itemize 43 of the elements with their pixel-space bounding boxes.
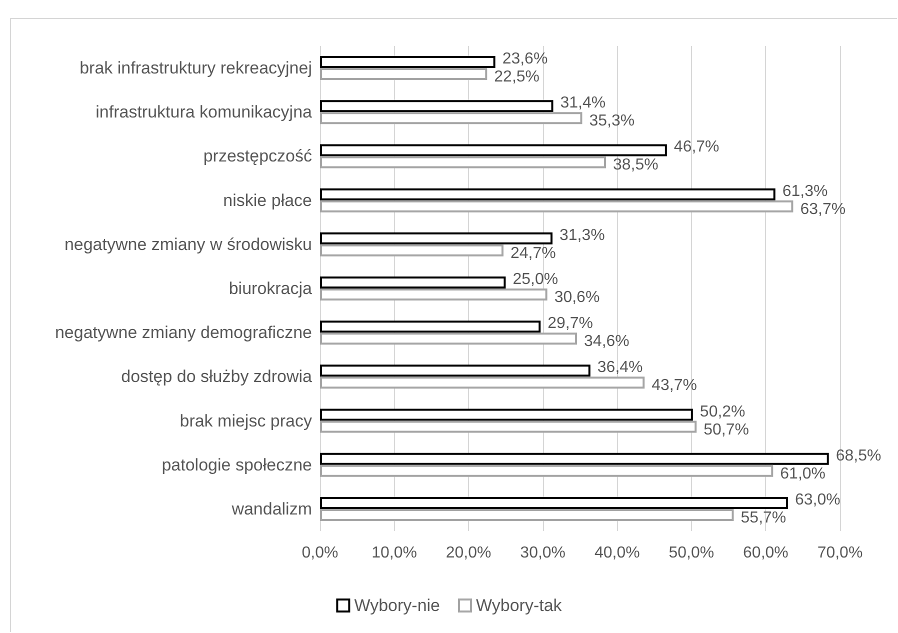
- data-label: 50,7%: [704, 421, 750, 438]
- y-tick-label: niskie płace: [223, 190, 312, 210]
- data-label: 23,6%: [502, 50, 548, 68]
- data-label: 46,7%: [674, 138, 720, 156]
- y-tick-label: biurokracja: [228, 279, 313, 298]
- data-label: 30,6%: [554, 289, 600, 306]
- data-label: 43,7%: [652, 377, 698, 394]
- y-tick-label: brak infrastruktury rekreacyjnej: [80, 58, 312, 78]
- data-label: 68,5%: [836, 447, 882, 464]
- x-tick-label: 10,0%: [372, 544, 417, 562]
- data-label: 63,7%: [800, 200, 846, 218]
- x-tick-label: 70,0%: [817, 544, 863, 562]
- legend-label: Wybory-tak: [476, 596, 562, 615]
- y-tick-label: wandalizm: [230, 499, 312, 518]
- legend-label: Wybory-nie: [354, 596, 440, 615]
- x-tick-label: 0,0%: [302, 544, 338, 562]
- data-label: 34,6%: [584, 333, 630, 350]
- x-tick-label: 20,0%: [446, 544, 492, 562]
- y-tick-label: patologie społeczne: [162, 455, 312, 474]
- data-label: 50,2%: [700, 403, 746, 420]
- data-label: 25,0%: [512, 271, 558, 288]
- x-tick-label: 40,0%: [594, 544, 640, 562]
- data-label: 35,3%: [589, 112, 635, 130]
- x-tick-label: 30,0%: [520, 544, 566, 562]
- data-label: 29,7%: [548, 315, 594, 332]
- data-label: 36,4%: [597, 359, 643, 376]
- y-tick-label: negatywne zmiany demograficzne: [54, 323, 312, 342]
- data-label: 24,7%: [510, 244, 556, 262]
- y-tick-label: przestępczość: [203, 146, 312, 166]
- y-tick-label: negatywne zmiany w środowisku: [64, 234, 312, 254]
- y-tick-label: dostęp do służby zdrowia: [121, 367, 313, 386]
- data-label: 61,3%: [782, 182, 828, 200]
- data-label: 55,7%: [740, 509, 786, 526]
- data-label: 61,0%: [780, 465, 826, 482]
- y-tick-label: infrastruktura komunikacyjna: [96, 102, 313, 122]
- data-label: 63,0%: [795, 491, 840, 508]
- x-tick-label: 50,0%: [668, 544, 714, 562]
- data-label: 38,5%: [613, 156, 658, 174]
- x-tick-label: 60,0%: [743, 544, 788, 562]
- data-label: 31,3%: [560, 226, 605, 244]
- data-label: 22,5%: [494, 68, 540, 86]
- data-label: 31,4%: [560, 94, 606, 112]
- y-tick-label: brak miejsc pracy: [180, 411, 312, 430]
